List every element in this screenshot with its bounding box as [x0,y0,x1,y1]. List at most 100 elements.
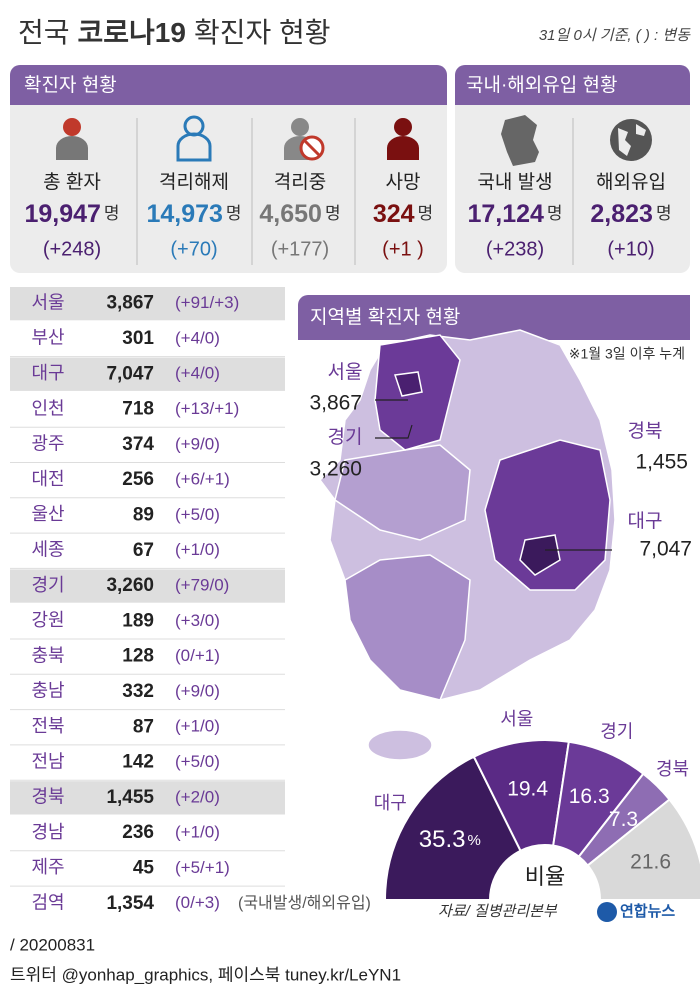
region-count: 1,455 [106,787,154,808]
item-label: 격리중 [274,171,326,193]
region-count: 332 [122,681,154,702]
region-name: 세종 [31,540,64,560]
leader-lines [375,399,612,551]
region-count: 7,047 [106,363,154,384]
region-change: (+13/+1) [175,399,239,418]
region-name: 경기 [31,575,64,595]
summary-header-bar [10,65,447,105]
item-label: 국내 발생 [477,171,552,193]
map-gyeongbuk [484,439,611,591]
item-unit: 명 [104,204,120,223]
item-count: 19,947 [24,200,100,228]
region-name: 전북 [31,716,64,736]
region-change: (+5/0) [175,505,220,524]
item-change: (+177) [271,238,329,260]
map-region-name: 경북 [628,420,663,442]
region-change: (+5/+1) [175,858,230,877]
row-highlight [10,287,285,321]
item-count: 324 [373,200,415,228]
item-count-text: 2,823 명 [590,200,671,228]
item-unit: 명 [226,204,242,223]
item-count-text: 14,973 명 [146,200,241,228]
item-count-text: 324 명 [373,200,433,228]
region-count: 236 [122,822,154,843]
map-daegu [519,534,561,576]
region-count: 67 [133,540,154,561]
pie-value-text: 16.3 [569,785,610,808]
item-unit: 명 [547,204,563,223]
source: 자료/ 질병관리본부 [438,903,558,920]
region-change: (+1/0) [175,540,220,559]
pie-value: 16.3 [569,785,610,808]
region-count: 142 [122,752,154,773]
map-seoul [394,371,423,397]
row-highlight [10,357,285,391]
item-change: (+248) [43,238,101,260]
region-count: 301 [122,328,154,349]
region-name: 서울 [31,292,64,312]
pie-category: 대구 [374,793,407,813]
pie-value-text: 7.3 [609,808,638,831]
item-count-text: 17,124 명 [467,200,562,228]
summary-panel [10,65,447,273]
region-change: (+2/0) [175,787,220,806]
region-name: 울산 [31,504,64,524]
logo: 연합뉴스 [620,903,675,920]
region-count: 87 [133,716,154,737]
panel-title: 국내·해외유입 현황 [466,74,617,96]
region-name: 인천 [31,398,64,418]
region-count: 189 [122,610,154,631]
map-jeju [367,729,433,761]
pie-value: 19.4 [507,777,548,800]
icon-globe [610,119,652,161]
region-change: (+6/+1) [175,470,230,489]
pie-center-label: 비율 [525,864,565,889]
region-name: 경남 [31,822,64,842]
map [319,329,616,761]
item-change: (+1 ) [382,238,424,260]
region-count: 1,354 [106,893,154,914]
pie-segment [383,755,522,901]
item-change: (+238) [486,238,544,260]
pie-category: 경기 [600,722,633,742]
credit: 트위터 @yonhap_graphics, 페이스북 tuney.kr/LeYN… [10,965,401,984]
map-region-count: 7,047 [639,538,692,561]
date-note: 31일 0시 기준, ( ) : 변동 [539,27,691,44]
region-name: 경북 [31,787,64,807]
item-count-text: 4,650 명 [259,200,340,228]
pie-category: 경북 [656,759,689,779]
region-change: (+5/0) [175,752,220,771]
pie-category: 서울 [500,709,533,729]
region-name: 대구 [31,363,64,383]
region-change: (+9/0) [175,681,220,700]
region-change: (+9/0) [175,434,220,453]
map-region-count: 3,260 [309,458,362,481]
region-count: 89 [133,504,154,525]
region-count: 45 [133,857,155,878]
item-unit: 명 [656,204,672,223]
pie-segment [586,798,700,901]
region-change: (+3/0) [175,611,220,630]
item-count: 17,124 [467,200,544,228]
pie-unit: % [468,832,481,849]
region-name: 강원 [31,610,64,630]
item-count-text: 19,947 명 [24,200,119,228]
region-change: (+1/0) [175,823,220,842]
region-name: 충남 [31,681,64,701]
region-name: 충북 [31,645,64,665]
item-count: 2,823 [590,200,653,228]
region-change: (+4/0) [175,328,220,347]
item-label: 사망 [386,171,421,193]
icon-patient [56,118,88,160]
row-highlight [10,569,285,603]
logo-mark [597,902,617,922]
map-region-name: 경기 [328,426,363,448]
item-unit: 명 [325,204,341,223]
title-part: 코로나19 [78,17,186,48]
region-change: (+4/0) [175,364,220,383]
item-change: (+10) [607,238,654,260]
map-jeolla [344,554,471,701]
region-count: 3,260 [106,575,154,596]
map-region-name: 대구 [628,510,663,532]
